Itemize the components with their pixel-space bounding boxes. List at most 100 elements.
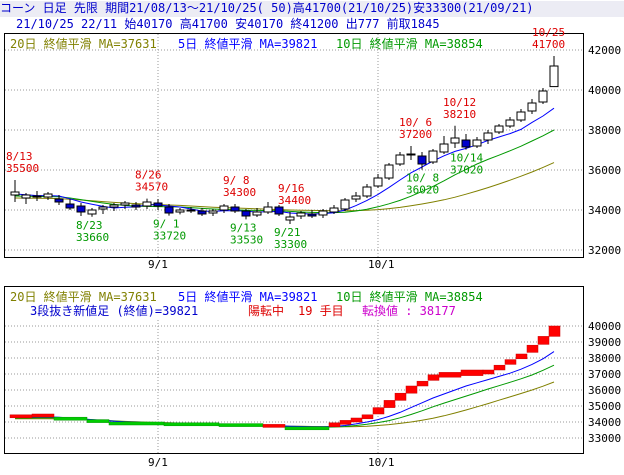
candle-body: [483, 132, 493, 141]
candle-body: [65, 203, 75, 209]
price-brick: [526, 344, 539, 353]
price-brick: [350, 417, 363, 423]
candle-body: [241, 210, 251, 217]
top-ma20-line: [14, 162, 555, 212]
high-label-price: 34570: [135, 181, 168, 194]
low-label-date: 10/ 8: [406, 172, 439, 185]
candle-body: [43, 193, 53, 198]
price-brick: [515, 353, 528, 360]
candle-body: [142, 201, 152, 207]
candle-body: [87, 209, 97, 215]
header-ohlc-line: 21/10/25 22/11 始40170 高41700 安40170 終412…: [16, 17, 440, 31]
candle-body: [516, 111, 526, 121]
price-brick: [163, 422, 220, 427]
high-label-price: 37200: [399, 128, 432, 141]
candle-body: [164, 206, 174, 214]
low-label-price: 37020: [450, 164, 483, 177]
top-y-tick-label: 32000: [588, 244, 621, 257]
price-brick: [328, 422, 341, 428]
top-y-tick-label: 34000: [588, 204, 621, 217]
top-ma20-legend: 20日 終値平滑 MA=37631: [10, 37, 157, 51]
candle-body: [109, 204, 119, 208]
high-label-price: 35500: [6, 162, 39, 175]
bottom-y-tick-label: 37000: [588, 368, 621, 381]
bottom-chart-frame: [4, 286, 584, 454]
candle-body: [32, 195, 42, 198]
bottom-y-tick-label: 40000: [588, 320, 621, 333]
trend-count: 19 手目: [298, 304, 344, 318]
candle-body: [153, 202, 163, 207]
candle-body: [274, 206, 284, 215]
top-x-tick-label: 9/1: [148, 258, 168, 271]
high-label-price: 34400: [278, 194, 311, 207]
candle-body: [197, 210, 207, 215]
bottom-y-tick-label: 38000: [588, 352, 621, 365]
price-brick: [262, 424, 286, 428]
price-brick: [31, 413, 55, 418]
candle-body: [505, 119, 515, 127]
candle-body: [131, 204, 141, 208]
candle-body: [21, 194, 31, 199]
bottom-x-tick-label: 10/1: [368, 456, 395, 469]
switch-value: 転換値 : 38177: [362, 304, 456, 318]
bottom-y-tick-label: 33000: [588, 432, 621, 445]
top-y-tick-label: 36000: [588, 164, 621, 177]
header-info-line: コーン 日足 先限 期間21/08/13～21/10/25( 50)高41700…: [0, 1, 624, 17]
bottom-ma5-line: [15, 351, 555, 428]
high-label-price: 38210: [443, 108, 476, 121]
price-brick: [339, 420, 352, 425]
high-label-date: 9/16: [278, 182, 305, 195]
price-brick: [53, 416, 88, 421]
candle-body: [373, 177, 383, 187]
candle-body: [329, 207, 339, 213]
high-label-date: 10/25: [532, 26, 565, 39]
candle-body: [76, 205, 86, 213]
top-ma10-legend: 10日 終値平滑 MA=38854: [336, 37, 483, 51]
candle-body: [285, 216, 295, 221]
candle-body: [296, 212, 306, 217]
candle-body: [494, 125, 504, 133]
bottom-x-tick-label: 9/1: [148, 456, 168, 469]
bottom-y-tick-label: 39000: [588, 336, 621, 349]
top-ma10-line: [14, 129, 555, 214]
top-y-tick-label: 38000: [588, 124, 621, 137]
low-label-price: 33720: [153, 230, 186, 243]
candle-body: [549, 65, 559, 88]
low-label-date: 8/23: [76, 219, 103, 232]
sanbon-value: 3段抜き新値足 (終値)=39821: [30, 304, 199, 318]
high-label-price: 34300: [223, 186, 256, 199]
price-brick: [504, 359, 517, 365]
candle-body: [428, 150, 438, 163]
price-brick: [218, 423, 264, 427]
top-ma5-legend: 5日 終値平滑 MA=39821: [178, 37, 318, 51]
bottom-ma10-legend: 10日 終値平滑 MA=38854: [336, 290, 483, 304]
bottom-y-tick-label: 36000: [588, 384, 621, 397]
low-label-date: 10/14: [450, 152, 483, 165]
candle-body: [230, 206, 240, 212]
price-brick: [460, 369, 484, 376]
price-brick: [372, 407, 385, 415]
candle-body: [527, 102, 537, 112]
low-label-date: 9/13: [230, 221, 257, 234]
trend-state: 陽転中: [248, 304, 285, 318]
low-label-price: 36020: [406, 184, 439, 197]
top-chart-frame: [4, 33, 584, 258]
high-label-date: 10/12: [443, 96, 476, 109]
price-brick: [493, 364, 506, 371]
candle-body: [120, 202, 130, 206]
price-brick: [9, 414, 33, 419]
candle-body: [307, 213, 317, 217]
candle-body: [538, 90, 548, 103]
low-label-price: 33660: [76, 231, 109, 244]
candle-body: [439, 143, 449, 153]
price-brick: [86, 419, 110, 423]
bottom-ma5-legend: 5日 終値平滑 MA=39821: [178, 290, 318, 304]
low-label-price: 33530: [230, 233, 263, 246]
candle-body: [252, 211, 262, 216]
price-brick: [427, 374, 440, 381]
price-brick: [482, 369, 495, 375]
low-label-date: 9/21: [274, 226, 301, 239]
candle-body: [208, 210, 218, 214]
high-label-price: 41700: [532, 38, 565, 51]
top-y-tick-label: 42000: [588, 44, 621, 57]
